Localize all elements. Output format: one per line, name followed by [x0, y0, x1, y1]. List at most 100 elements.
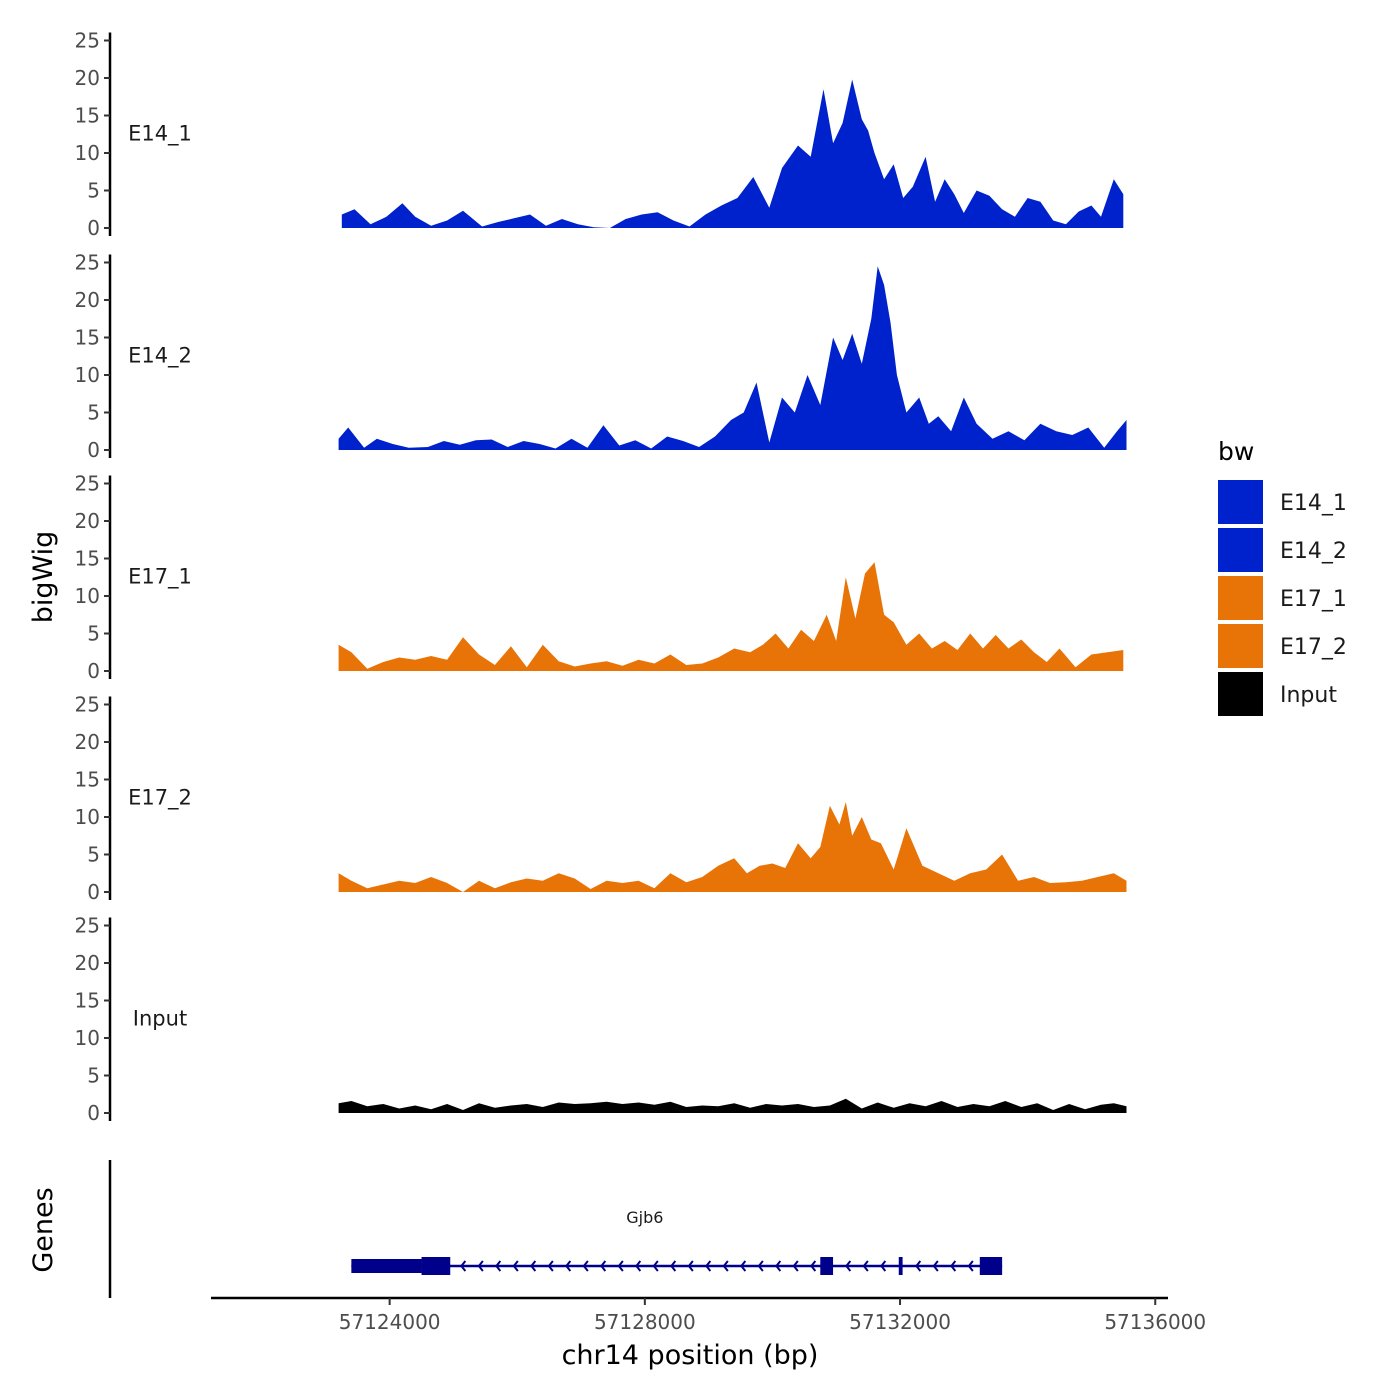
- strand-arrow: [740, 1260, 747, 1272]
- y-tick-label: 20: [75, 730, 100, 754]
- legend-item: E17_1: [1218, 576, 1347, 620]
- y-tick-label: 25: [75, 251, 100, 275]
- y-tick-label: 0: [87, 438, 100, 462]
- legend-item: E17_2: [1218, 624, 1347, 668]
- legend: bw E14_1 E14_2 E17_1 E17_2 Input: [1218, 437, 1347, 716]
- strand-arrow: [530, 1260, 537, 1272]
- x-tick-label: 57124000: [339, 1310, 441, 1334]
- y-tick-label: 10: [75, 1026, 100, 1050]
- gene-exon: [979, 1257, 1003, 1275]
- area-e14-2: [338, 266, 1127, 450]
- strand-arrow: [967, 1260, 974, 1272]
- y-tick-label: 0: [87, 880, 100, 904]
- y-tick-label: 10: [75, 584, 100, 608]
- area-e17-1: [338, 562, 1124, 671]
- y-tick-label: 15: [75, 768, 100, 792]
- legend-item: E14_2: [1218, 528, 1347, 572]
- x-tick-label: 57128000: [594, 1310, 696, 1334]
- y-tick-label: 15: [75, 989, 100, 1013]
- track-e17-2: 0 5 10 15 20 25 E17_2: [75, 693, 1127, 904]
- legend-label: E17_1: [1280, 587, 1347, 612]
- area-e17-2: [338, 802, 1127, 892]
- gene-exon: [820, 1257, 834, 1275]
- strand-arrow: [670, 1260, 677, 1272]
- y-tick-label: 20: [75, 951, 100, 975]
- legend-swatch: [1218, 576, 1263, 620]
- gene-exon: [421, 1257, 451, 1275]
- strand-arrow: [687, 1260, 694, 1272]
- legend-item: Input: [1218, 672, 1337, 716]
- x-tick-label: 57132000: [849, 1310, 951, 1334]
- track-label: E17_1: [128, 565, 192, 590]
- y-tick-label: 10: [75, 141, 100, 165]
- legend-label: E14_2: [1280, 539, 1347, 564]
- track-panels: 0 5 10 15 20 25 E14_1 0 5 10 15 20 25 E14_2 0 5 10 15 20 25…: [75, 29, 1127, 1125]
- strand-arrow: [775, 1260, 782, 1272]
- strand-arrow: [512, 1260, 519, 1272]
- genes-panel: Gjb6: [108, 1160, 1003, 1298]
- strand-arrow: [617, 1260, 624, 1272]
- legend-label: E17_2: [1280, 635, 1347, 660]
- strand-arrow: [635, 1260, 642, 1272]
- track-label: E14_2: [128, 344, 192, 369]
- strand-arrow: [862, 1260, 869, 1272]
- strand-arrow: [477, 1260, 484, 1272]
- strand-arrow: [652, 1260, 659, 1272]
- genes-axis-title: Genes: [28, 1187, 59, 1272]
- legend-item: E14_1: [1218, 480, 1347, 524]
- x-axis-title: chr14 position (bp): [562, 1340, 819, 1371]
- track-label: E17_2: [128, 786, 192, 811]
- area-input: [338, 1098, 1127, 1113]
- y-tick-label: 20: [75, 509, 100, 533]
- legend-swatch: [1218, 624, 1263, 668]
- y-tick-label: 5: [87, 401, 100, 425]
- legend-swatch: [1218, 672, 1263, 716]
- track-e14-2: 0 5 10 15 20 25 E14_2: [75, 251, 1127, 462]
- area-e14-1: [341, 79, 1124, 228]
- y-tick-label: 25: [75, 29, 100, 53]
- y-tick-label: 0: [87, 216, 100, 240]
- x-axis: 57124000 57128000 57132000 57136000: [211, 1296, 1206, 1334]
- strand-arrow: [915, 1260, 922, 1272]
- strand-arrow: [722, 1260, 729, 1272]
- y-tick-label: 0: [87, 659, 100, 683]
- track-label: Input: [133, 1007, 187, 1031]
- y-tick-label: 5: [87, 843, 100, 867]
- y-tick-label: 25: [75, 472, 100, 496]
- strand-arrow: [810, 1260, 817, 1272]
- strand-arrow: [582, 1260, 589, 1272]
- track-e14-1: 0 5 10 15 20 25 E14_1: [75, 29, 1124, 240]
- track-label: E14_1: [128, 122, 192, 147]
- track-input: 0 5 10 15 20 25 Input: [75, 914, 1127, 1125]
- legend-swatch: [1218, 480, 1263, 524]
- gene-gjb6: Gjb6: [351, 1208, 1003, 1275]
- legend-label: Input: [1280, 683, 1337, 708]
- strand-arrow: [600, 1260, 607, 1272]
- y-tick-label: 10: [75, 805, 100, 829]
- y-tick-label: 20: [75, 66, 100, 90]
- y-tick-label: 15: [75, 104, 100, 128]
- gene-label: Gjb6: [626, 1208, 663, 1227]
- strand-arrow: [845, 1260, 852, 1272]
- y-tick-label: 5: [87, 1064, 100, 1088]
- strand-arrow: [705, 1260, 712, 1272]
- y-tick-label: 5: [87, 179, 100, 203]
- strand-arrow: [460, 1260, 467, 1272]
- gene-utr: [351, 1259, 422, 1273]
- y-tick-label: 20: [75, 288, 100, 312]
- y-tick-label: 25: [75, 693, 100, 717]
- y-axis-title: bigWig: [28, 531, 59, 624]
- y-tick-label: 5: [87, 622, 100, 646]
- strand-arrow: [950, 1260, 957, 1272]
- legend-swatch: [1218, 528, 1263, 572]
- x-tick-label: 57136000: [1104, 1310, 1206, 1334]
- y-tick-label: 15: [75, 326, 100, 350]
- y-tick-label: 15: [75, 547, 100, 571]
- track-e17-1: 0 5 10 15 20 25 E17_1: [75, 472, 1124, 683]
- legend-label: E14_1: [1280, 491, 1347, 516]
- strand-arrow: [565, 1260, 572, 1272]
- gene-exon: [898, 1257, 903, 1275]
- strand-arrow: [495, 1260, 502, 1272]
- strand-arrow: [932, 1260, 939, 1272]
